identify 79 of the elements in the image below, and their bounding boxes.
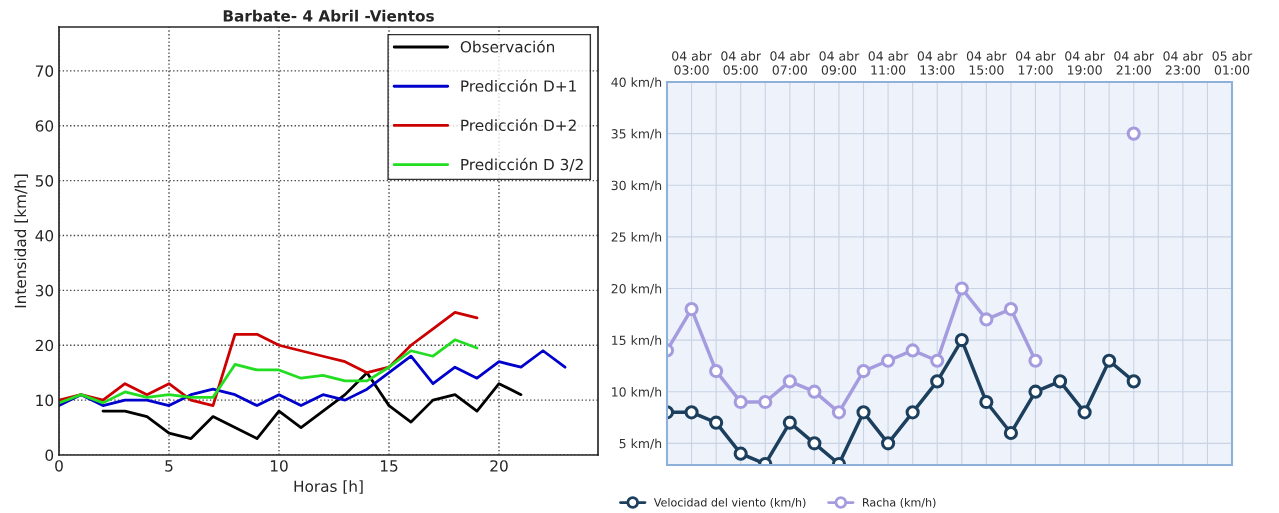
y-tick-label: 25 km/h — [611, 232, 662, 243]
point — [709, 415, 724, 430]
y-tick-label: 50 — [35, 175, 54, 187]
point — [807, 384, 822, 399]
point — [733, 446, 748, 461]
point — [979, 394, 994, 410]
point — [709, 363, 724, 379]
x-tick-label: 05 abr 01:00 — [1212, 51, 1253, 75]
point — [930, 374, 945, 389]
x-tick-label: 04 abr 11:00 — [868, 51, 909, 75]
point — [954, 333, 969, 348]
y-tick-label: 40 km/h — [611, 77, 662, 88]
point — [1003, 302, 1018, 317]
y-tick-label: 10 — [36, 394, 54, 407]
line-series — [101, 371, 523, 440]
point — [1126, 126, 1141, 141]
point — [1028, 353, 1043, 368]
x-tick-label: 04 abr 05:00 — [721, 51, 761, 75]
x-tick-label: 04 abr 21:00 — [1114, 51, 1155, 75]
point — [881, 436, 896, 451]
point — [856, 405, 871, 420]
point — [905, 405, 920, 420]
legend-label: Racha (km/h) — [863, 497, 936, 508]
legend-label: Predicción D+2 — [461, 118, 576, 132]
point — [930, 353, 945, 368]
legend-label: Predicción D+1 — [461, 79, 576, 92]
y-tick-label: 20 — [35, 339, 54, 352]
legend-label: Predicción D 3/2 — [461, 157, 583, 172]
point — [782, 374, 797, 389]
y-tick-label: 70 — [35, 65, 54, 77]
point — [905, 343, 920, 358]
point — [1102, 353, 1117, 368]
point — [1003, 425, 1018, 441]
point — [758, 394, 773, 410]
point — [782, 415, 797, 430]
point — [1052, 374, 1068, 389]
point — [1028, 384, 1043, 399]
point — [979, 312, 994, 327]
x-tick-label: 04 abr 07:00 — [770, 51, 811, 75]
point — [1077, 405, 1092, 420]
point — [733, 394, 748, 410]
point — [954, 281, 969, 296]
y-tick-label: 35 km/h — [611, 128, 662, 140]
y-tick-label: 5 km/h — [619, 438, 662, 450]
point — [831, 405, 847, 420]
y-tick-label: 30 km/h — [611, 180, 662, 192]
x-tick-label: 04 abr 23:00 — [1163, 51, 1204, 75]
y-tick-label: 10 km/h — [612, 386, 662, 398]
x-tick-label: 0 — [55, 460, 63, 472]
chart-title: Barbate- 4 Abril -Vientos — [223, 9, 434, 22]
x-tick-label: 04 abr 19:00 — [1065, 51, 1105, 75]
y-tick-label: 60 — [35, 120, 54, 132]
point — [684, 302, 699, 317]
x-tick-label: 04 abr 15:00 — [966, 51, 1007, 75]
y-axis-title: Intensidad [km/h] — [14, 174, 28, 308]
y-tick-label: 20 km/h — [611, 283, 662, 295]
line-series — [59, 310, 479, 408]
line-series — [59, 349, 567, 408]
y-tick-label: 40 — [35, 229, 54, 242]
point — [807, 436, 822, 451]
point — [684, 405, 699, 420]
y-tick-label: 30 — [35, 284, 54, 297]
x-tick-label: 20 — [490, 460, 508, 472]
point — [1126, 374, 1141, 389]
x-tick-label: 04 abr 09:00 — [819, 51, 860, 75]
legend-label: Observación — [460, 40, 555, 53]
legend-label: Velocidad del viento (km/h) — [653, 497, 806, 508]
point — [881, 353, 896, 368]
x-tick-label: 04 abr 03:00 — [672, 51, 712, 75]
x-tick-label: 10 — [270, 460, 288, 472]
x-tick-label: 15 — [380, 460, 398, 472]
x-tick-label: 04 abr 13:00 — [917, 51, 958, 75]
x-tick-label: 5 — [165, 460, 173, 472]
x-tick-label: 04 abr 17:00 — [1016, 51, 1056, 75]
y-tick-label: 0 — [45, 449, 54, 462]
line-series — [59, 338, 479, 405]
x-axis-title: Horas [h] — [294, 480, 363, 494]
point — [856, 363, 871, 379]
y-tick-label: 15 km/h — [612, 335, 662, 346]
